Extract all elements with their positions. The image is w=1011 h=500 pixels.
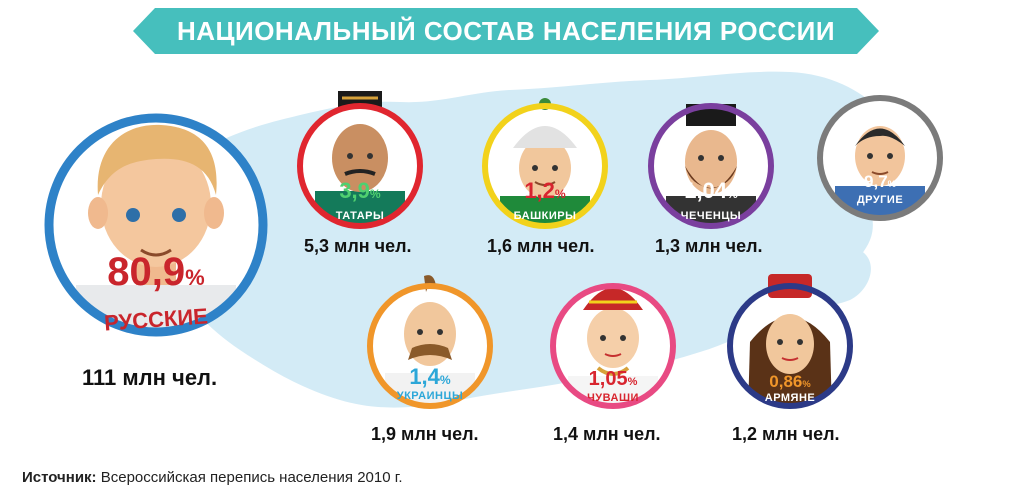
source-text: Всероссийская перепись населения 2010 г.	[96, 469, 403, 486]
ukrainians-percent: 1,4%	[360, 364, 500, 390]
ukrainians-percent-sign: %	[439, 373, 451, 387]
tatar-man-icon	[297, 91, 423, 229]
page-title: НАЦИОНАЛЬНЫЙ СОСТАВ НАСЕЛЕНИЯ РОССИИ	[133, 8, 879, 54]
tatars-percent-sign: %	[369, 187, 381, 201]
others-name: ДРУГИЕ	[856, 194, 904, 206]
others-percent-sign: %	[887, 179, 896, 189]
group-chuvash: 1,05% ЧУВАШИ	[543, 268, 683, 413]
group-chechens: 1,04% ЧЕЧЕНЦЫ	[641, 86, 781, 231]
tatars-percent-value: 3,9	[339, 178, 370, 203]
tatars-count: 5,3 млн чел.	[304, 236, 412, 256]
group-tatars: 3,9% ТАТАРЫ	[290, 86, 430, 231]
bashkirs-percent-sign: %	[554, 187, 566, 201]
chuvash-percent-value: 1,05	[588, 368, 628, 390]
others-percent: 9,7%	[810, 172, 950, 192]
tatars-percent: 3,9%	[290, 178, 430, 204]
armenians-percent-sign: %	[802, 379, 811, 389]
bashkirs-count: 1,6 млн чел.	[487, 236, 595, 256]
group-armenians: 0,86% АРМЯНЕ	[720, 262, 860, 412]
chuvash-percent-sign: %	[627, 376, 638, 388]
chechens-count: 1,3 млн чел.	[655, 236, 763, 256]
bashkirs-percent: 1,2%	[475, 178, 615, 204]
ukrainians-percent-value: 1,4	[409, 364, 440, 389]
russians-percent-sign: %	[185, 265, 205, 290]
chechens-percent-value: 1,04	[684, 178, 728, 203]
bashkirs-name: БАШКИРЫ	[513, 210, 577, 222]
ukrainians-name: УКРАИНЦЫ	[396, 390, 464, 402]
group-ukrainians: 1,4% УКРАИНЦЫ	[360, 268, 500, 413]
chechens-percent-sign: %	[727, 187, 738, 201]
chuvash-name: ЧУВАШИ	[587, 392, 639, 404]
other-man-icon	[817, 95, 943, 221]
chechens-name: ЧЕЧЕНЦЫ	[680, 210, 742, 222]
ukrainian-man-icon	[367, 275, 493, 409]
bashkirs-percent-value: 1,2	[524, 178, 555, 203]
tatars-name: ТАТАРЫ	[335, 210, 385, 222]
armenians-percent: 0,86%	[720, 372, 860, 392]
armenian-woman-icon	[727, 274, 853, 409]
armenians-percent-value: 0,86	[769, 372, 803, 391]
russian-man-icon	[44, 113, 268, 337]
armenians-name: АРМЯНЕ	[764, 392, 816, 404]
russians-percent-value: 80,9	[107, 250, 186, 294]
russians-count: 111 млн чел.	[82, 365, 218, 390]
chechen-man-icon	[648, 103, 774, 229]
russians-percent: 80,9%	[36, 250, 276, 295]
source-label: Источник:	[22, 469, 97, 486]
ukrainians-count: 1,9 млн чел.	[371, 424, 479, 444]
chechens-percent: 1,04%	[641, 178, 781, 204]
bashkir-man-icon	[482, 98, 608, 229]
chuvash-woman-icon	[550, 283, 676, 409]
group-bashkirs: 1,2% БАШКИРЫ	[475, 86, 615, 231]
chuvash-percent: 1,05%	[543, 368, 683, 391]
others-percent-value: 9,7	[864, 172, 888, 191]
chuvash-count: 1,4 млн чел.	[553, 424, 661, 444]
armenians-count: 1,2 млн чел.	[732, 424, 840, 444]
source-note: Источник: Всероссийская перепись населен…	[22, 469, 403, 486]
group-russians: 80,9% РУССКИЕ	[36, 85, 276, 365]
group-others: 9,7% ДРУГИЕ	[810, 86, 950, 231]
